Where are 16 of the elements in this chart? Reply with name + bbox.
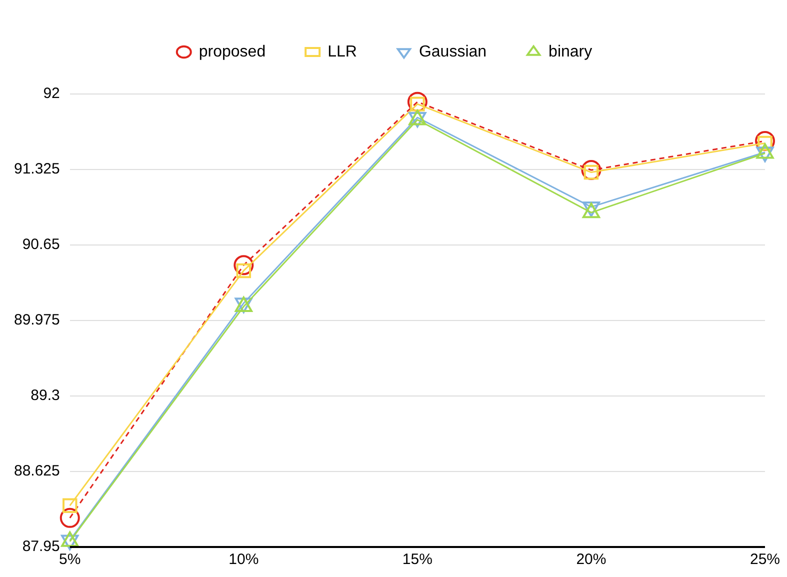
y-tick-label: 88.625 <box>14 462 60 480</box>
y-tick-label: 89.975 <box>14 312 60 329</box>
y-tick-label: 87.95 <box>22 538 60 556</box>
y-tick-label: 90.65 <box>22 236 60 254</box>
x-tick-label: 25% <box>750 551 780 568</box>
x-tick-label: 15% <box>402 551 432 568</box>
legend-label: proposed <box>198 43 266 60</box>
legend-label: LLR <box>328 43 357 60</box>
x-tick-label: 20% <box>576 551 606 568</box>
y-tick-label: 92 <box>43 85 60 102</box>
legend-label: Gaussian <box>418 43 487 60</box>
x-tick-label: 10% <box>228 551 259 568</box>
legend-label: binary <box>548 43 592 60</box>
y-tick-label: 89.3 <box>30 387 60 404</box>
y-tick-label: 91.325 <box>14 160 60 178</box>
x-tick-label: 5% <box>59 551 81 568</box>
